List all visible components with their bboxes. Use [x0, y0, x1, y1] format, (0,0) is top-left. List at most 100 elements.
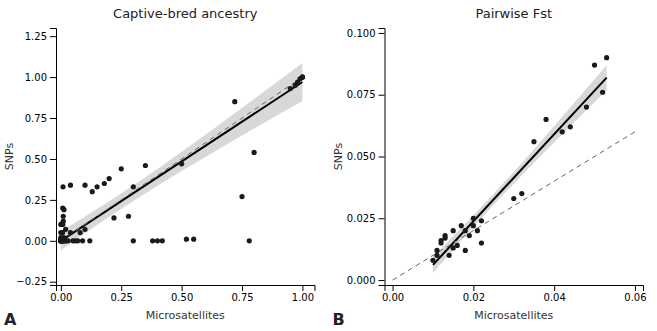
- y-tick-label: −0.25: [16, 276, 47, 287]
- scatter-point: [430, 258, 435, 263]
- y-tick-label: 0.000: [347, 275, 376, 286]
- scatter-point: [82, 227, 87, 232]
- scatter-point: [61, 207, 66, 212]
- x-tick-label: 0.75: [231, 292, 253, 303]
- scatter-point: [68, 183, 73, 188]
- axis-line: [379, 29, 386, 286]
- scatter-point: [584, 104, 589, 109]
- panel-label: B: [333, 310, 345, 329]
- y-tick-mark: [50, 36, 56, 37]
- scatter-point: [531, 139, 536, 144]
- scatter-point: [560, 129, 565, 134]
- scatter-point: [63, 227, 68, 232]
- y-tick-label: 0.075: [347, 89, 376, 100]
- y-tick-mark: [50, 200, 56, 201]
- y-tick: 0.50: [25, 154, 56, 165]
- scatter-point: [511, 196, 516, 201]
- x-tick: 0.04: [544, 285, 566, 303]
- scatter-point: [447, 253, 452, 258]
- scatter-point: [160, 238, 165, 243]
- scatter-point: [471, 216, 476, 221]
- y-tick-mark: [50, 241, 56, 242]
- y-tick-label: 0.00: [25, 236, 47, 247]
- plot-area: 0.000.250.500.751.00−0.250.000.250.500.7…: [16, 29, 315, 304]
- x-axis: 0.000.020.040.06: [382, 285, 647, 303]
- y-tick-mark: [379, 33, 385, 34]
- y-tick: 0.050: [347, 151, 385, 162]
- panel-label: A: [4, 310, 17, 329]
- scatter-point: [232, 99, 237, 104]
- y-tick-label: 0.50: [25, 154, 47, 165]
- scatter-point: [604, 55, 609, 60]
- x-tick-label: 0.00: [50, 292, 72, 303]
- y-tick: 0.00: [25, 236, 56, 247]
- marks: [58, 63, 305, 250]
- y-tick: 0.075: [347, 89, 385, 100]
- confidence-band: [433, 65, 607, 273]
- scatter-point: [102, 181, 107, 186]
- scatter-point: [179, 161, 184, 166]
- axis-line: [50, 29, 57, 286]
- scatter-point: [150, 238, 155, 243]
- scatter-point: [155, 238, 160, 243]
- scatter-point: [479, 240, 484, 245]
- y-tick-mark: [379, 95, 385, 96]
- x-tick-mark: [635, 285, 636, 291]
- scatter-point: [75, 238, 80, 243]
- x-tick: 0.00: [50, 285, 72, 303]
- scatter-point: [191, 237, 196, 242]
- scatter-point: [131, 238, 136, 243]
- scatter-point: [568, 124, 573, 129]
- points: [58, 75, 305, 244]
- y-tick-mark: [379, 157, 385, 158]
- x-tick: 0.75: [231, 285, 253, 303]
- scatter-point: [300, 75, 305, 80]
- scatter-point: [131, 184, 136, 189]
- axis-line: [57, 286, 316, 292]
- x-tick: 1.00: [292, 285, 314, 303]
- scatter-point: [459, 223, 464, 228]
- y-axis: 0.000 0.025 0.050 0.075 0.100: [347, 28, 385, 286]
- y-tick-label: 0.025: [347, 213, 376, 224]
- x-axis-label: Microsatellites: [474, 309, 553, 322]
- scatter-point: [451, 228, 456, 233]
- y-tick: −0.25: [16, 276, 56, 287]
- y-tick-mark: [379, 218, 385, 219]
- x-tick-label: 0.04: [544, 292, 566, 303]
- scatter-point: [442, 233, 447, 238]
- axis-line: [385, 286, 644, 292]
- y-axis-label: SNPs: [332, 143, 345, 171]
- identity-line: [61, 77, 303, 241]
- chart-root: 0.000.250.500.751.00−0.250.000.250.500.7…: [0, 0, 657, 331]
- y-tick-label: 0.050: [347, 151, 376, 162]
- panel: 0.000.250.500.751.00−0.250.000.250.500.7…: [3, 6, 315, 329]
- regression-line: [433, 78, 607, 265]
- x-tick-mark: [473, 285, 474, 291]
- y-tick: 0.025: [347, 213, 385, 224]
- y-tick: 0.100: [347, 28, 385, 39]
- regression-line: [61, 82, 303, 241]
- scatter-point: [300, 75, 305, 80]
- scatter-point: [252, 150, 257, 155]
- x-axis: 0.000.250.500.751.00: [50, 285, 315, 303]
- scatter-point: [82, 183, 87, 188]
- confidence-band: [61, 63, 303, 250]
- scatter-point: [300, 75, 305, 80]
- scatter-point: [471, 223, 476, 228]
- x-tick-mark: [61, 285, 62, 291]
- y-tick-label: 0.75: [25, 113, 47, 124]
- scatter-point: [68, 230, 73, 235]
- scatter-point: [65, 238, 70, 243]
- panel: 0.000.020.040.06 0.000 0.025 0.050 0.075 0.10…: [332, 6, 647, 329]
- y-tick-label: 1.25: [25, 31, 47, 42]
- scatter-point: [463, 228, 468, 233]
- marks: [393, 55, 635, 280]
- y-tick-label: 0.25: [25, 195, 47, 206]
- scatter-point: [143, 163, 148, 168]
- x-tick-label: 0.25: [111, 292, 133, 303]
- y-tick: 0.000: [347, 275, 385, 286]
- y-tick: 0.75: [25, 113, 56, 124]
- y-tick-label: 1.00: [25, 72, 47, 83]
- scatter-point: [434, 248, 439, 253]
- title: Captive-bred ancestry: [113, 6, 258, 21]
